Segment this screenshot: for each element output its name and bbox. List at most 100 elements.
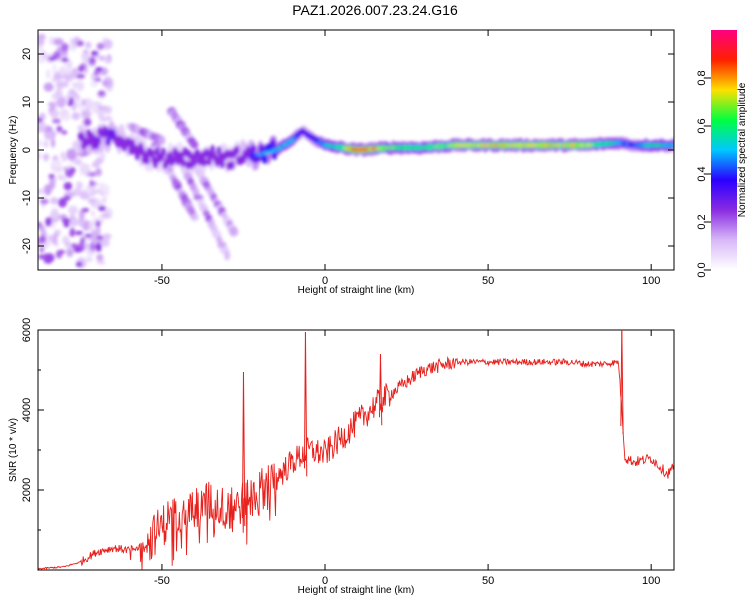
spectrogram-ridge-mid: [154, 147, 160, 157]
spectrogram-noise-blob: [95, 66, 103, 72]
spectrogram-noise-blob: [39, 247, 44, 253]
spectrogram-heatmap: [38, 33, 674, 269]
spectrogram-noise-blob: [56, 174, 64, 180]
spectrogram-noise-blob: [62, 157, 68, 162]
spectrogram-noise-blob: [95, 167, 102, 177]
spectrogram-noise-blob: [101, 80, 109, 86]
spectrogram-noise-blob: [80, 237, 85, 245]
spectrogram-ridge-mid: [160, 147, 167, 157]
snr-spike: [242, 371, 246, 527]
spectrogram-noise-blob: [80, 98, 87, 106]
spectrogram-noise-blob: [46, 69, 51, 80]
spectrogram-noise-blob: [102, 212, 110, 219]
spectrogram-x-tick-label: -50: [154, 275, 170, 287]
spectrogram-branch-blob: [229, 226, 239, 237]
spectrogram-noise-blob: [63, 181, 73, 191]
spectrogram-noise-blob: [97, 205, 107, 212]
spectrogram-noise-blob: [43, 140, 49, 148]
spectrogram-noise-blob: [38, 151, 41, 161]
spectrogram-noise-blob: [38, 221, 43, 228]
spectrogram-ridge-mid: [170, 155, 176, 165]
spectrogram-y-ticks: -20 -10 0 10 20: [21, 48, 674, 254]
spectrogram-noise-blob: [50, 207, 59, 220]
spectrogram-y-tick-label: -20: [21, 238, 33, 254]
spectrogram-noise-blob: [90, 187, 98, 195]
snr-y-tick-label: 2000: [21, 478, 33, 502]
spectrogram-noise-blob: [38, 188, 45, 195]
spectrogram-ridge-mid: [214, 157, 220, 167]
spectrogram-noise-blob: [76, 73, 86, 79]
spectrogram-noise-blob: [61, 57, 69, 63]
colorbar-tick-label: 0.0: [696, 262, 708, 277]
snr-spike: [304, 331, 308, 477]
chart-title: PAZ1.2026.007.23.24.G16: [292, 2, 458, 18]
spectrogram-noise-blob: [47, 234, 55, 242]
spectrogram-noise-blob: [50, 138, 56, 148]
snr-x-ticks: -50 0 50 100: [154, 330, 660, 587]
spectrogram-branch-blob: [190, 213, 199, 222]
spectrogram-ridge-mid: [234, 145, 240, 155]
spectrogram-noise-blob: [94, 242, 102, 252]
spectrogram-ridge-mid: [144, 155, 150, 165]
spectrogram-noise-blob: [61, 43, 69, 52]
spectrogram-branch-blob: [224, 250, 231, 261]
spectrogram-noise-blob: [102, 197, 108, 202]
spectrogram-noise-blob: [71, 104, 77, 111]
colorbar-label: Normalized spectral amplitude: [737, 82, 748, 217]
spectrogram-y-tick-label: 0: [21, 147, 33, 153]
spectrogram-noise-blob: [48, 178, 57, 183]
spectrogram-noise-blob: [38, 117, 43, 123]
spectrogram-noise-blob: [43, 82, 54, 92]
spectrogram-noise-blob: [71, 82, 78, 88]
snr-y-tick-label: 4000: [21, 398, 33, 422]
snr-frame: [37, 329, 675, 571]
snr-spikes: [241, 330, 624, 527]
spectrogram-noise-blob: [105, 39, 110, 50]
spectrogram-noise-blob: [66, 248, 74, 258]
spectrogram-noise-blob: [39, 235, 47, 244]
spectrogram-noise-blob: [48, 173, 55, 179]
spectrogram-noise-blob: [84, 41, 92, 49]
spectrogram-y-label: Frequency (Hz): [8, 116, 19, 185]
spectrogram-noise-blob: [43, 153, 49, 162]
colorbar-tick-label: 0.2: [696, 214, 708, 229]
snr-x-tick-label: 0: [322, 575, 328, 587]
spectrogram-noise-blob: [90, 210, 96, 217]
colorbar-tick-label: 0.6: [696, 118, 708, 133]
spectrogram-noise-blob: [99, 184, 110, 194]
spectrogram-noise-blob: [60, 80, 69, 88]
spectrogram-branch-blob: [216, 236, 223, 244]
snr-spike: [621, 330, 624, 435]
spectrogram-x-ticks: -50 0 50 100: [154, 30, 660, 287]
snr-y-label: SNR (10 * v/v): [8, 418, 19, 482]
spectrogram-noise-blob: [78, 209, 85, 221]
spectrogram-x-tick-label: 50: [482, 275, 494, 287]
spectrogram-noise-blob: [88, 56, 96, 66]
spectrogram-noise-blob: [67, 101, 72, 107]
spectrogram-x-label: Height of straight line (km): [298, 285, 415, 296]
spectrogram-noise-blob: [96, 253, 104, 262]
spectrogram-noise-blob: [88, 171, 97, 177]
spectrogram-noise-blob: [86, 106, 91, 112]
spectrogram-noise-blob: [104, 59, 111, 64]
spectrogram-noise-blob: [81, 110, 92, 119]
spectrogram-noise-blob: [84, 233, 92, 238]
spectrogram-noise-blob: [75, 230, 84, 236]
spectrogram-ridge-mid: [152, 159, 159, 169]
colorbar: 0.0 0.2 0.4 0.6 0.8 Normalized spectral ampl…: [696, 30, 748, 278]
spectrogram-noise-blob: [43, 253, 51, 263]
spectrogram-branch-blob: [212, 230, 222, 239]
spectrogram-noise-blob: [107, 86, 113, 92]
spectrogram-noise-blob: [71, 112, 81, 121]
spectrogram-noise-blob: [57, 197, 67, 208]
spectrogram-noise-blob: [93, 70, 100, 76]
spectrogram-noise-blob: [98, 55, 106, 61]
spectrogram-x-tick-label: 0: [322, 275, 328, 287]
spectrogram-noise-blob: [75, 261, 83, 268]
spectrogram-noise-blob: [89, 241, 95, 252]
spectrogram-noise-blob: [69, 214, 74, 219]
spectrogram-ridge-mid: [262, 154, 268, 164]
spectrogram-noise-blob: [69, 227, 76, 237]
spectrogram-noise-blob: [90, 50, 99, 57]
